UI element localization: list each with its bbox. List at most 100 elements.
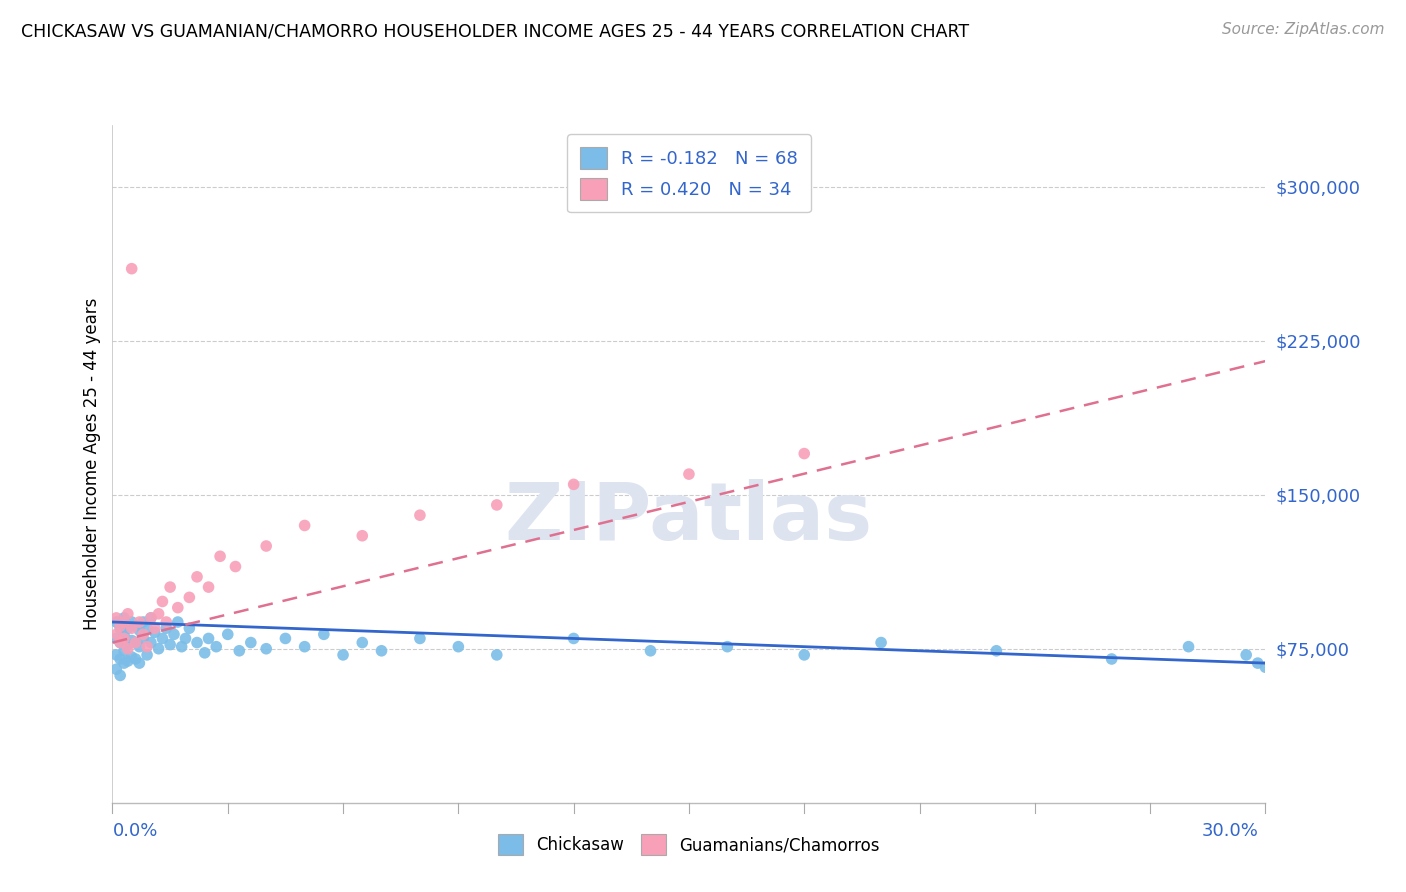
Point bbox=[274, 632, 297, 646]
Point bbox=[197, 580, 219, 594]
Point bbox=[121, 633, 143, 648]
Point bbox=[108, 668, 131, 682]
Point bbox=[1247, 656, 1270, 670]
Point bbox=[716, 640, 738, 654]
Y-axis label: Householder Income Ages 25 - 44 years: Householder Income Ages 25 - 44 years bbox=[83, 298, 101, 630]
Point bbox=[136, 621, 159, 635]
Point bbox=[254, 641, 277, 656]
Point bbox=[117, 654, 139, 668]
Point bbox=[105, 627, 128, 641]
Text: Source: ZipAtlas.com: Source: ZipAtlas.com bbox=[1222, 22, 1385, 37]
Point bbox=[254, 539, 277, 553]
Point bbox=[159, 580, 181, 594]
Point bbox=[205, 640, 228, 654]
Point bbox=[108, 635, 131, 649]
Point bbox=[870, 635, 893, 649]
Point bbox=[179, 621, 201, 635]
Legend: R = -0.182   N = 68, R = 0.420   N = 34: R = -0.182 N = 68, R = 0.420 N = 34 bbox=[567, 134, 811, 212]
Point bbox=[332, 648, 354, 662]
Point bbox=[112, 644, 135, 658]
Point bbox=[139, 611, 162, 625]
Point bbox=[155, 615, 177, 629]
Point bbox=[117, 641, 139, 656]
Point bbox=[108, 619, 131, 633]
Point bbox=[155, 621, 177, 635]
Point bbox=[485, 648, 508, 662]
Point bbox=[132, 627, 155, 641]
Point bbox=[124, 619, 146, 633]
Point bbox=[143, 621, 166, 635]
Point bbox=[112, 611, 135, 625]
Point bbox=[1177, 640, 1199, 654]
Point bbox=[139, 635, 162, 649]
Point bbox=[143, 625, 166, 640]
Point bbox=[294, 640, 316, 654]
Point bbox=[128, 656, 150, 670]
Point bbox=[136, 648, 159, 662]
Point bbox=[166, 615, 188, 629]
Point bbox=[312, 627, 335, 641]
Point bbox=[179, 591, 201, 605]
Point bbox=[124, 652, 146, 666]
Point bbox=[209, 549, 232, 564]
Text: 0.0%: 0.0% bbox=[112, 822, 157, 840]
Point bbox=[148, 641, 170, 656]
Point bbox=[170, 640, 193, 654]
Point bbox=[105, 632, 128, 646]
Point bbox=[186, 570, 208, 584]
Point bbox=[640, 644, 662, 658]
Point bbox=[174, 632, 197, 646]
Point bbox=[105, 648, 128, 662]
Point bbox=[294, 518, 316, 533]
Text: 30.0%: 30.0% bbox=[1202, 822, 1258, 840]
Point bbox=[793, 648, 815, 662]
Point bbox=[678, 467, 700, 482]
Point bbox=[139, 611, 162, 625]
Point bbox=[352, 529, 374, 543]
Point bbox=[128, 624, 150, 638]
Point bbox=[112, 632, 135, 646]
Point bbox=[108, 635, 131, 649]
Point bbox=[163, 627, 186, 641]
Text: ZIPatlas: ZIPatlas bbox=[505, 479, 873, 558]
Point bbox=[409, 632, 432, 646]
Point bbox=[186, 635, 208, 649]
Point bbox=[105, 615, 128, 629]
Point bbox=[117, 621, 139, 635]
Point bbox=[793, 446, 815, 460]
Point bbox=[108, 652, 131, 666]
Point bbox=[121, 621, 143, 635]
Point bbox=[239, 635, 262, 649]
Point bbox=[152, 632, 174, 646]
Point bbox=[152, 594, 174, 608]
Point bbox=[166, 600, 188, 615]
Point bbox=[159, 638, 181, 652]
Point bbox=[562, 632, 585, 646]
Point bbox=[197, 632, 219, 646]
Point bbox=[409, 508, 432, 523]
Point bbox=[124, 635, 146, 649]
Legend: Chickasaw, Guamanians/Chamorros: Chickasaw, Guamanians/Chamorros bbox=[492, 828, 886, 862]
Point bbox=[124, 635, 146, 649]
Point bbox=[132, 615, 155, 629]
Point bbox=[1101, 652, 1123, 666]
Point bbox=[447, 640, 470, 654]
Point bbox=[128, 615, 150, 629]
Point bbox=[986, 644, 1008, 658]
Point bbox=[105, 611, 128, 625]
Point bbox=[112, 656, 135, 670]
Point bbox=[132, 632, 155, 646]
Point bbox=[352, 635, 374, 649]
Point bbox=[112, 615, 135, 629]
Point bbox=[112, 627, 135, 641]
Point bbox=[224, 559, 246, 574]
Point bbox=[105, 662, 128, 676]
Point bbox=[1234, 648, 1257, 662]
Point bbox=[121, 261, 143, 276]
Point bbox=[136, 640, 159, 654]
Point bbox=[121, 649, 143, 664]
Point bbox=[562, 477, 585, 491]
Point bbox=[108, 621, 131, 635]
Point bbox=[148, 607, 170, 621]
Point bbox=[1254, 660, 1277, 674]
